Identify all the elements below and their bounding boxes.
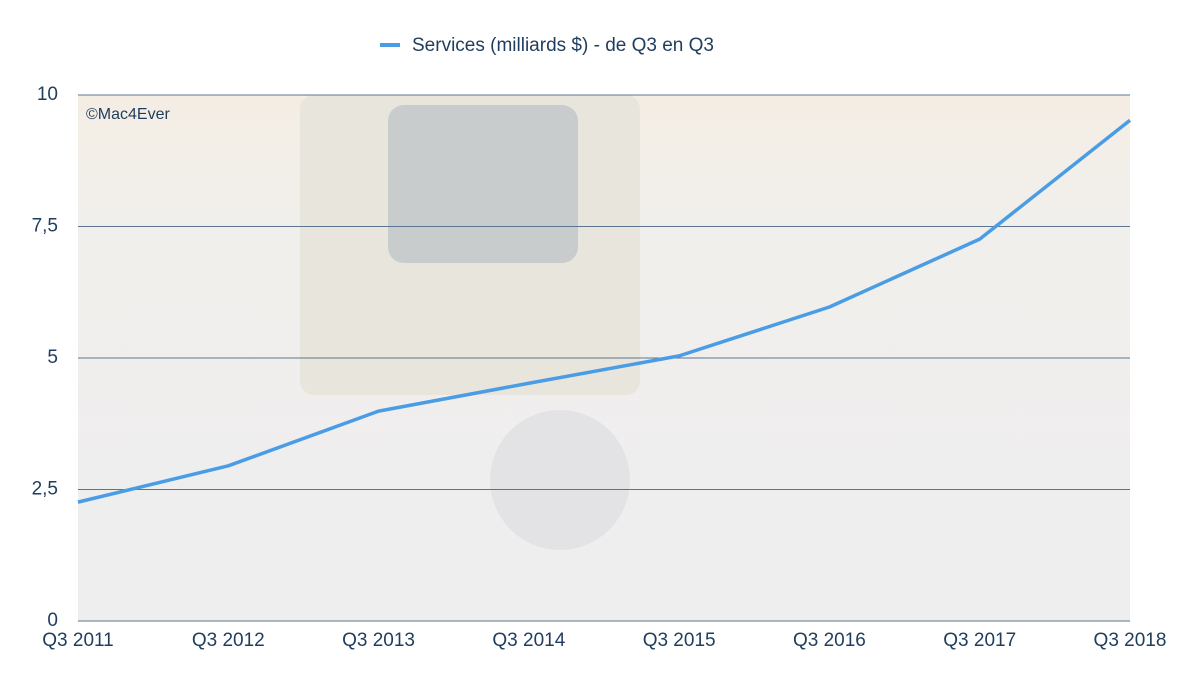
photo-logo — [490, 410, 630, 550]
y-tick-label: 5 — [47, 347, 58, 368]
legend-label: Services (milliards $) - de Q3 en Q3 — [412, 35, 714, 56]
x-tick-label: Q3 2018 — [1094, 630, 1167, 651]
y-tick-label: 7,5 — [32, 216, 58, 237]
photo-screen — [388, 105, 578, 263]
x-tick-label: Q3 2015 — [643, 630, 716, 651]
y-tick-label: 0 — [47, 610, 58, 631]
series-line — [77, 118, 1132, 504]
x-tick-label: Q3 2011 — [42, 630, 113, 651]
annotation: ©Mac4Ever — [86, 106, 170, 123]
y-tick-label: 10 — [37, 84, 58, 105]
x-tick-label: Q3 2014 — [492, 630, 565, 651]
y-tick-label: 2,5 — [32, 479, 58, 500]
x-tick-label: Q3 2013 — [342, 630, 415, 651]
x-tick-label: Q3 2012 — [192, 630, 265, 651]
x-tick-label: Q3 2017 — [943, 630, 1016, 651]
x-tick-label: Q3 2016 — [793, 630, 866, 651]
